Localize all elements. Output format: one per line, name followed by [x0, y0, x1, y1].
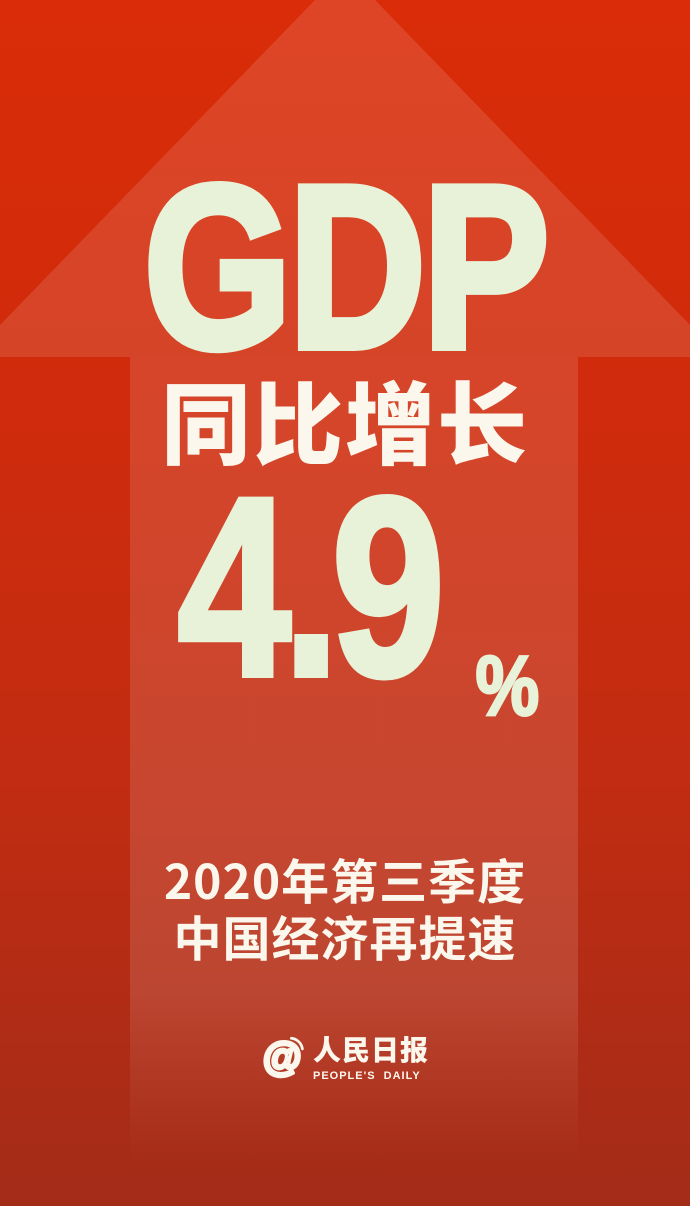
- svg-text:@: @: [263, 1036, 302, 1079]
